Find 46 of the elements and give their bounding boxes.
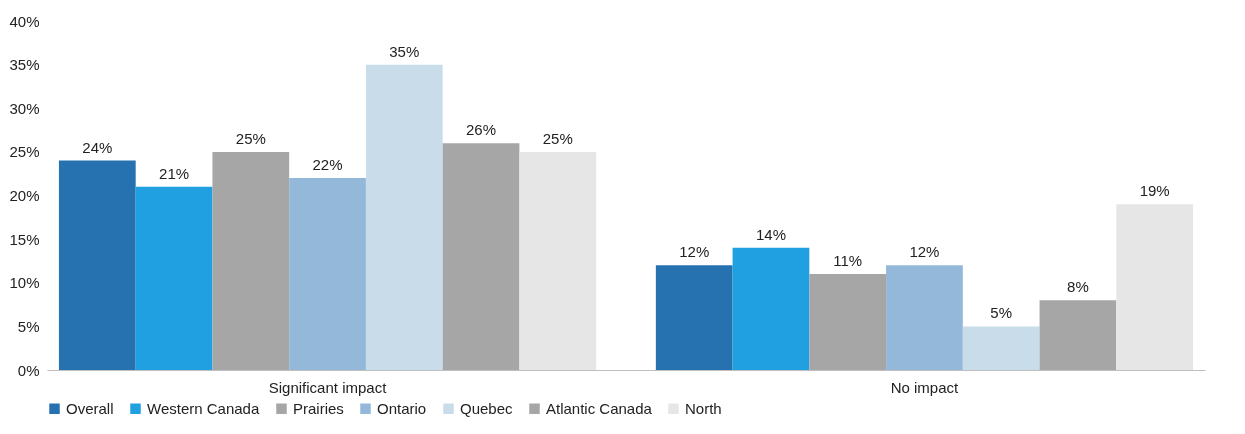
y-tick-label: 5% [17, 317, 40, 335]
legend-label: Atlantic Canada [546, 399, 653, 417]
data-label: 22% [312, 156, 343, 174]
bar [212, 151, 290, 370]
bar [135, 186, 213, 370]
bar [962, 326, 1040, 370]
bar [58, 160, 136, 370]
legend-label: Ontario [377, 399, 427, 417]
bar [886, 265, 963, 370]
legend-label: Quebec [460, 399, 514, 417]
bar [655, 265, 733, 370]
bar [809, 274, 887, 370]
y-tick-label: 10% [9, 274, 40, 292]
y-tick-label: 15% [9, 230, 40, 248]
bar [732, 247, 810, 370]
y-tick-label: 30% [9, 99, 40, 117]
bar [365, 64, 443, 370]
y-tick-label: 0% [17, 361, 40, 379]
y-tick-label: 40% [9, 12, 40, 30]
data-label: 25% [235, 129, 266, 147]
y-tick-label: 20% [9, 187, 40, 204]
data-label: 26% [466, 121, 497, 139]
y-tick-label: 25% [9, 143, 40, 161]
legend-label: Overall [66, 399, 114, 417]
legend-label: Prairies [293, 399, 344, 417]
data-label: 11% [833, 252, 863, 270]
data-label: 14% [755, 225, 786, 243]
data-label: 19% [1139, 182, 1170, 200]
data-label: 25% [542, 129, 573, 147]
legend-label: North [685, 399, 722, 417]
data-label: 5% [990, 304, 1013, 322]
bar [1116, 204, 1194, 370]
bar [289, 178, 366, 370]
bar [442, 143, 520, 370]
data-label: 21% [159, 164, 190, 182]
x-tick-label: Significant impact [268, 378, 388, 396]
x-tick-label: No impact [890, 378, 960, 396]
data-label: 8% [1067, 278, 1089, 296]
data-label: 24% [82, 138, 113, 156]
y-tick-label: 35% [9, 56, 40, 74]
data-label: 12% [909, 243, 940, 261]
data-label: 35% [389, 42, 420, 60]
bar [519, 151, 597, 370]
data-label: 12% [679, 243, 710, 261]
bar [1039, 300, 1117, 370]
legend-label: Western Canada [147, 399, 260, 417]
